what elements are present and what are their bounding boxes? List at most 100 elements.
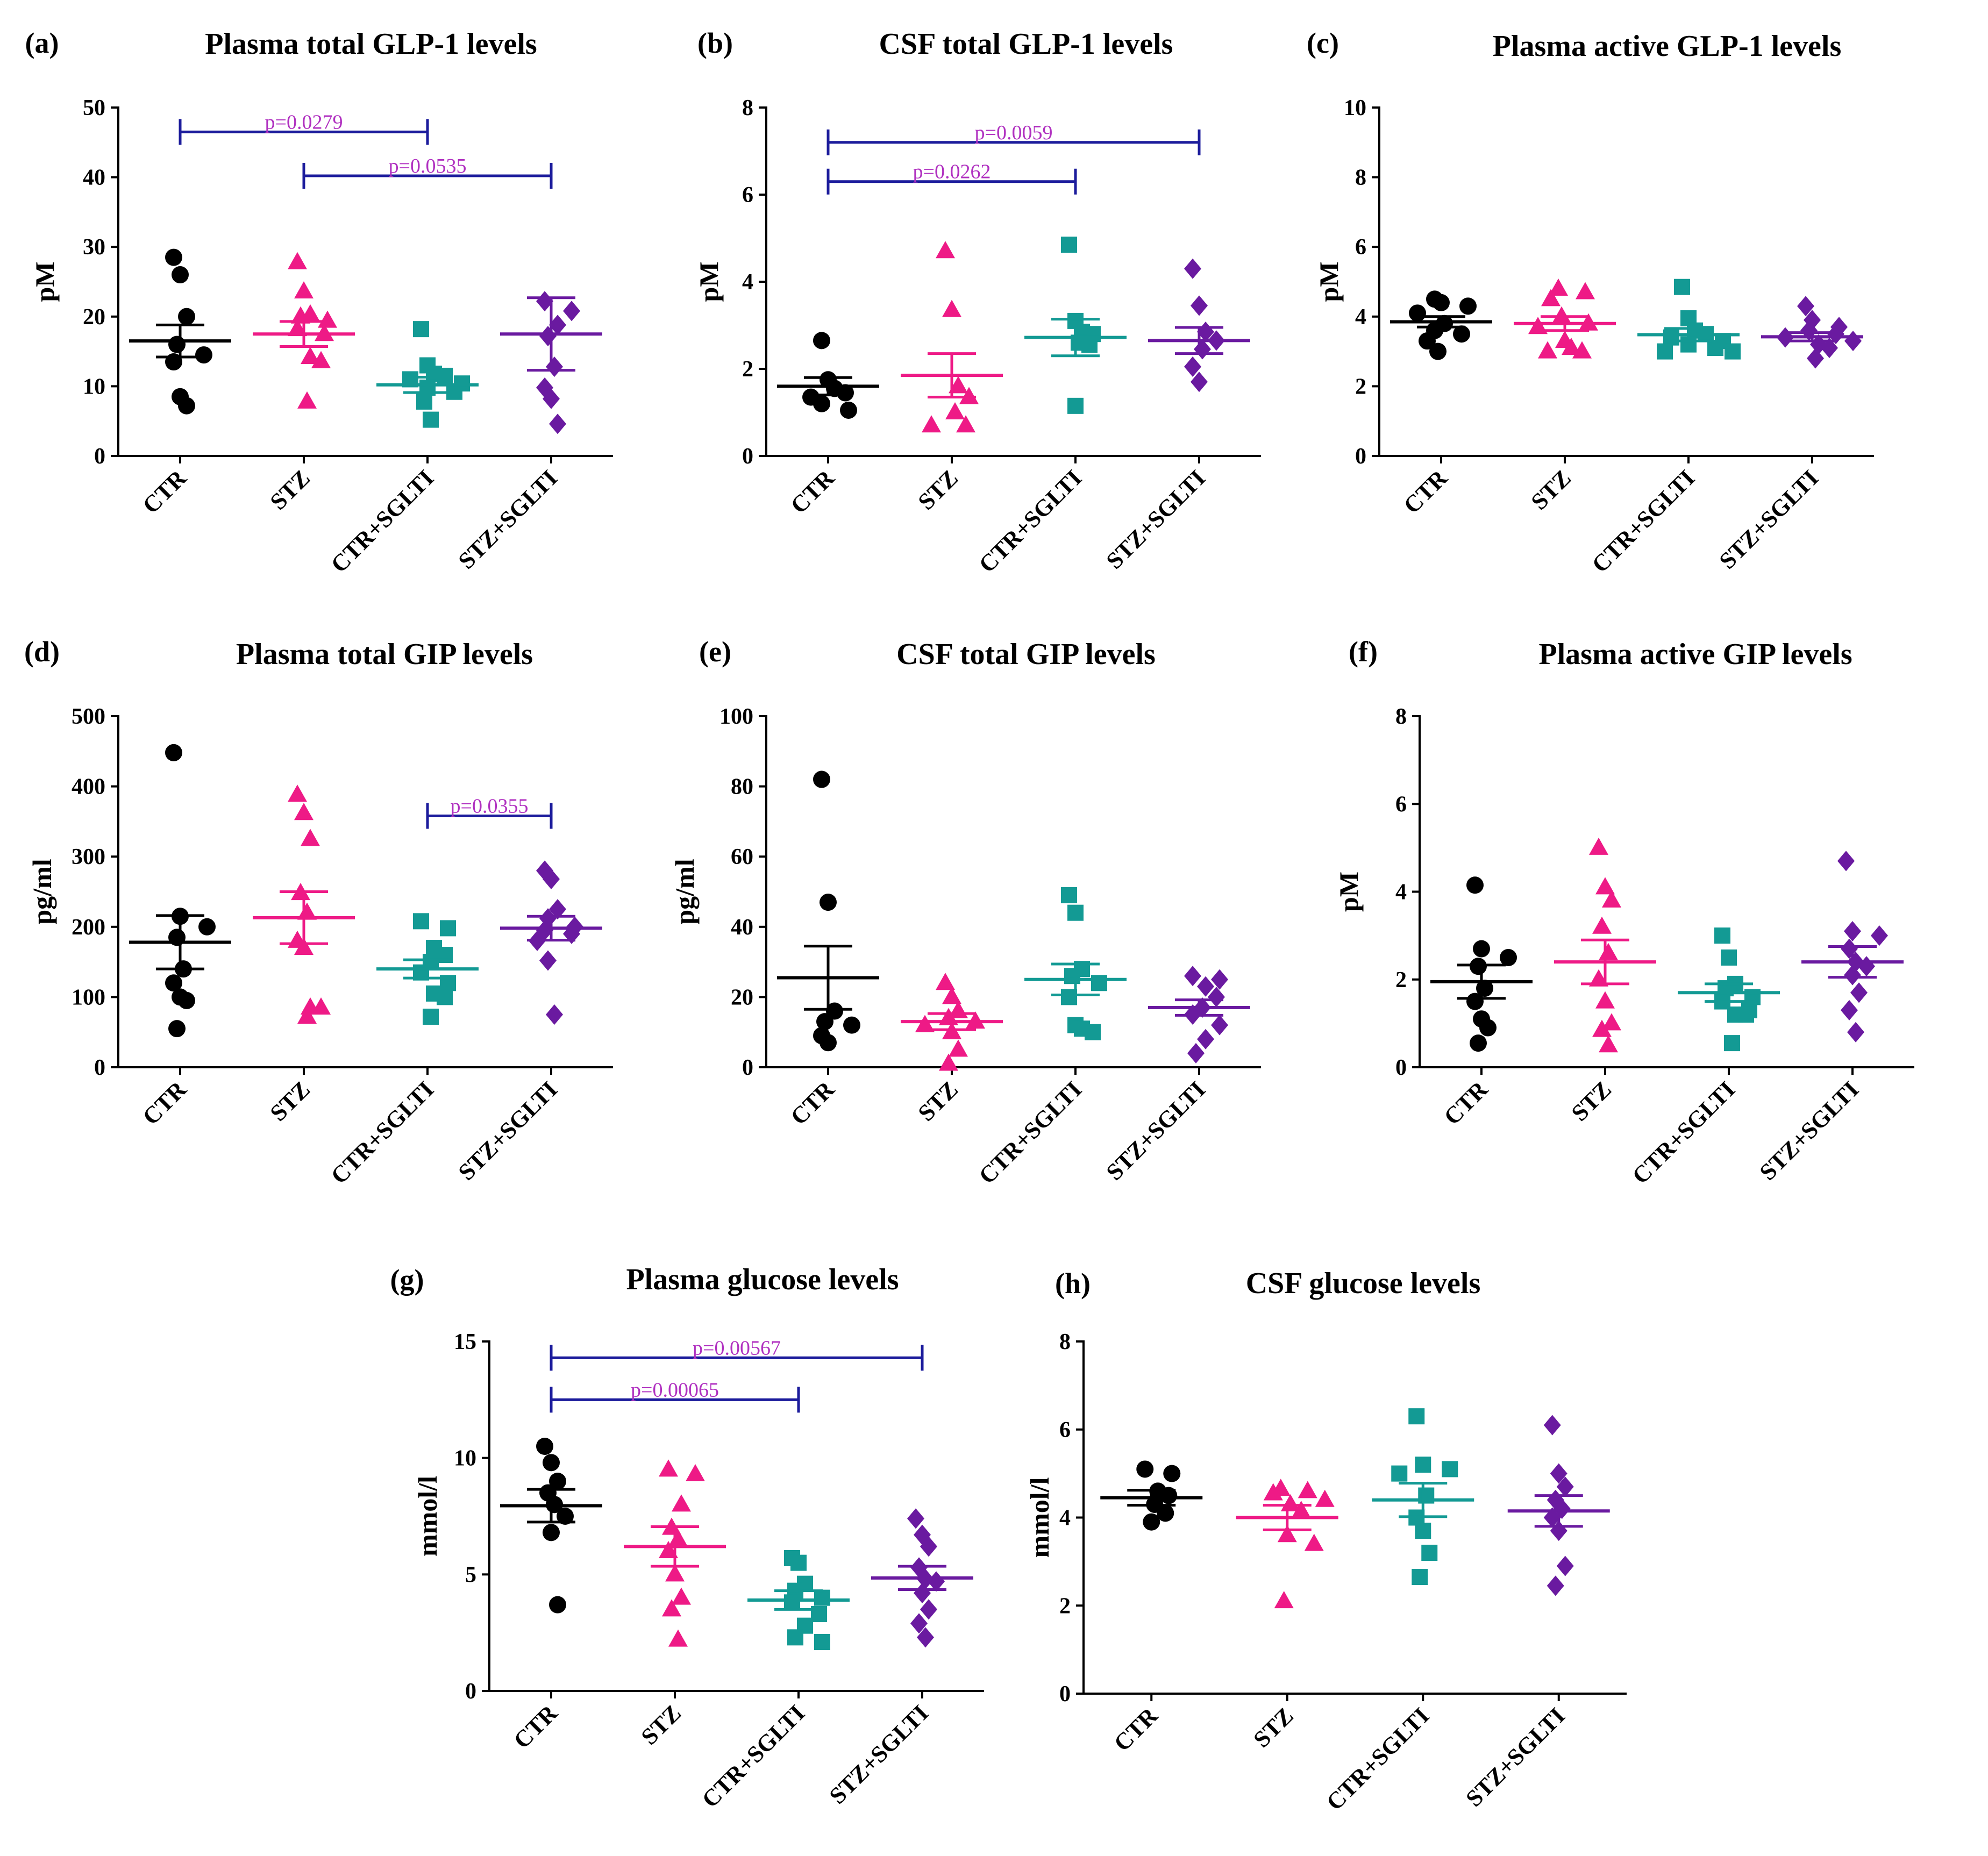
x-tick-label-ctr-sglti: CTR+SGLTI [974,1076,1087,1189]
x-tick-label-ctr-sglti: CTR+SGLTI [326,1076,439,1189]
p-value-label: p=0.0355 [451,795,529,817]
x-tick-label-ctr: CTR [509,1700,563,1754]
data-point [549,1596,566,1614]
data-point [1724,1035,1740,1052]
data-point [917,1627,934,1648]
data-point [1797,296,1814,317]
data-point [820,1034,837,1052]
data-point [659,1541,678,1558]
data-point [1556,1555,1574,1576]
data-point [1442,1461,1458,1477]
data-point [840,401,857,419]
y-tick-label: 4 [1395,880,1407,905]
data-point [922,415,941,433]
data-point [1599,1035,1618,1053]
data-point [910,1613,928,1634]
y-axis-label: pM [30,262,60,302]
y-tick-label: 0 [742,444,753,469]
data-point [1277,1525,1297,1543]
data-point [1837,851,1855,872]
data-point [1663,329,1679,346]
data-point [790,1554,807,1571]
x-tick-label-stz: STZ [1248,1702,1298,1752]
data-point [437,367,453,384]
y-tick-label: 40 [83,166,105,190]
y-tick-label: 30 [83,235,105,260]
data-point [1556,1476,1574,1497]
x-tick-label-ctr: CTR [138,1076,192,1130]
data-point [1091,975,1107,991]
y-tick-label: 2 [1395,968,1407,993]
y-tick-label: 0 [1395,1055,1407,1080]
data-point [1827,324,1844,345]
panel-d: (d) Plasma total GIP levels 0 100 200 300 400 5… [24,636,613,1189]
x-tick-label-ctr: CTR [138,465,192,519]
data-point [942,299,961,317]
y-tick-label: 10 [83,374,105,399]
series-stz-sglti [500,860,602,1025]
data-point [546,356,563,377]
data-point [959,387,979,404]
data-point [546,1004,563,1025]
data-point [814,1589,830,1606]
series-ctr [777,332,879,419]
data-point [1725,343,1741,360]
y-tick-label: 6 [1395,792,1407,817]
data-point [1061,887,1077,904]
data-point [945,402,965,419]
y-tick-label: 0 [1355,444,1366,469]
y-tick-label: 50 [83,96,105,120]
y-tick-label: 8 [1059,1330,1071,1354]
data-point [549,315,566,335]
data-point [1599,943,1618,960]
data-point [311,351,331,368]
p-value-label: p=0.0262 [913,161,991,183]
data-point [813,395,830,412]
data-point [1067,904,1084,921]
x-tick-label-stz: STZ [265,1076,315,1126]
data-point [1211,1015,1228,1036]
x-tick-label-ctr: CTR [1399,465,1453,519]
y-tick-label: 0 [742,1055,753,1080]
y-axis-label: pg/ml [669,859,700,924]
chart-title: Plasma total GLP-1 levels [205,27,537,61]
y-axis-label: mmol/l [412,1476,443,1557]
data-point [423,411,439,428]
panel-label: (f) [1349,636,1378,668]
panel-g: (g) Plasma glucose levels 0 5 10 15 mmol/l CTR S… [390,1263,984,1813]
series-stz [901,973,1003,1071]
panel-f: (f) Plasma active GIP levels 0 2 4 6 8 pM CTR STZ… [1334,636,1914,1189]
data-point [1473,940,1490,958]
significance-bracket: p=0.00065 [550,1379,800,1413]
series-ctr-sglti [747,1550,850,1650]
data-point [914,1583,931,1603]
data-point [301,346,320,364]
y-tick-label: 500 [72,704,105,729]
y-tick-label: 15 [454,1330,476,1354]
series-ctr-sglti [1637,279,1741,360]
significance-bracket: p=0.0535 [302,155,553,189]
data-point [1543,1415,1561,1436]
data-point [949,1039,968,1057]
series-stz [1236,1479,1338,1609]
data-point [294,281,313,299]
data-point [1459,297,1477,315]
data-point [816,1013,833,1031]
data-point [1061,237,1077,253]
panel-label: (d) [24,636,60,668]
data-point [1433,294,1450,311]
y-tick-label: 6 [742,183,753,208]
y-tick-label: 20 [83,305,105,330]
y-tick-label: 2 [1355,374,1366,399]
data-point [920,1599,937,1620]
y-tick-label: 80 [731,775,753,799]
data-point [1479,1019,1497,1037]
y-tick-label: 5 [465,1562,476,1587]
p-value-label: p=0.00567 [693,1337,781,1359]
data-point [1821,338,1838,359]
chart-title: CSF glucose levels [1246,1267,1481,1300]
x-tick-label-ctr-sglti: CTR+SGLTI [974,465,1087,577]
p-value-label: p=0.0279 [265,111,343,133]
data-point [1143,1513,1160,1531]
series-stz-sglti [1507,1415,1610,1596]
